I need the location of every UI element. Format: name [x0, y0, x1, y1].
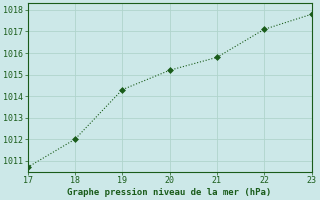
X-axis label: Graphe pression niveau de la mer (hPa): Graphe pression niveau de la mer (hPa): [68, 188, 272, 197]
